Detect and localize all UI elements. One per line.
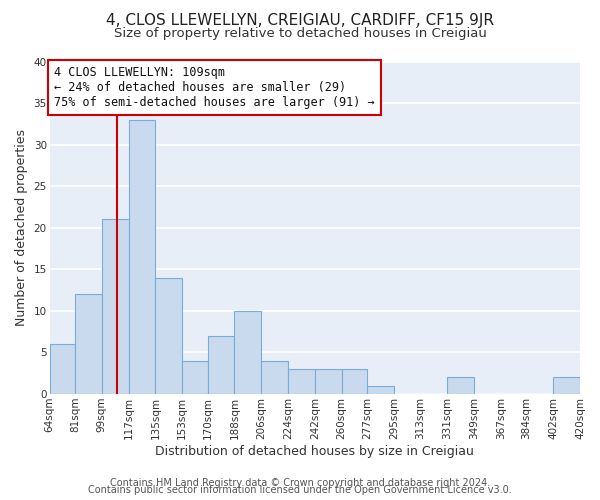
Bar — [367, 386, 394, 394]
Bar — [182, 361, 208, 394]
Bar — [208, 336, 235, 394]
Text: Size of property relative to detached houses in Creigiau: Size of property relative to detached ho… — [113, 28, 487, 40]
Bar — [128, 120, 155, 394]
Bar — [288, 369, 315, 394]
Y-axis label: Number of detached properties: Number of detached properties — [15, 130, 28, 326]
Bar — [315, 369, 341, 394]
Bar — [261, 361, 288, 394]
Bar — [102, 220, 128, 394]
Text: Contains HM Land Registry data © Crown copyright and database right 2024.: Contains HM Land Registry data © Crown c… — [110, 478, 490, 488]
Bar — [75, 294, 102, 394]
Bar — [553, 378, 580, 394]
Bar — [155, 278, 182, 394]
Bar — [50, 344, 75, 394]
Bar — [448, 378, 474, 394]
Text: 4, CLOS LLEWELLYN, CREIGIAU, CARDIFF, CF15 9JR: 4, CLOS LLEWELLYN, CREIGIAU, CARDIFF, CF… — [106, 12, 494, 28]
Text: 4 CLOS LLEWELLYN: 109sqm
← 24% of detached houses are smaller (29)
75% of semi-d: 4 CLOS LLEWELLYN: 109sqm ← 24% of detach… — [54, 66, 374, 108]
X-axis label: Distribution of detached houses by size in Creigiau: Distribution of detached houses by size … — [155, 444, 474, 458]
Text: Contains public sector information licensed under the Open Government Licence v3: Contains public sector information licen… — [88, 485, 512, 495]
Bar — [341, 369, 367, 394]
Bar — [235, 311, 261, 394]
